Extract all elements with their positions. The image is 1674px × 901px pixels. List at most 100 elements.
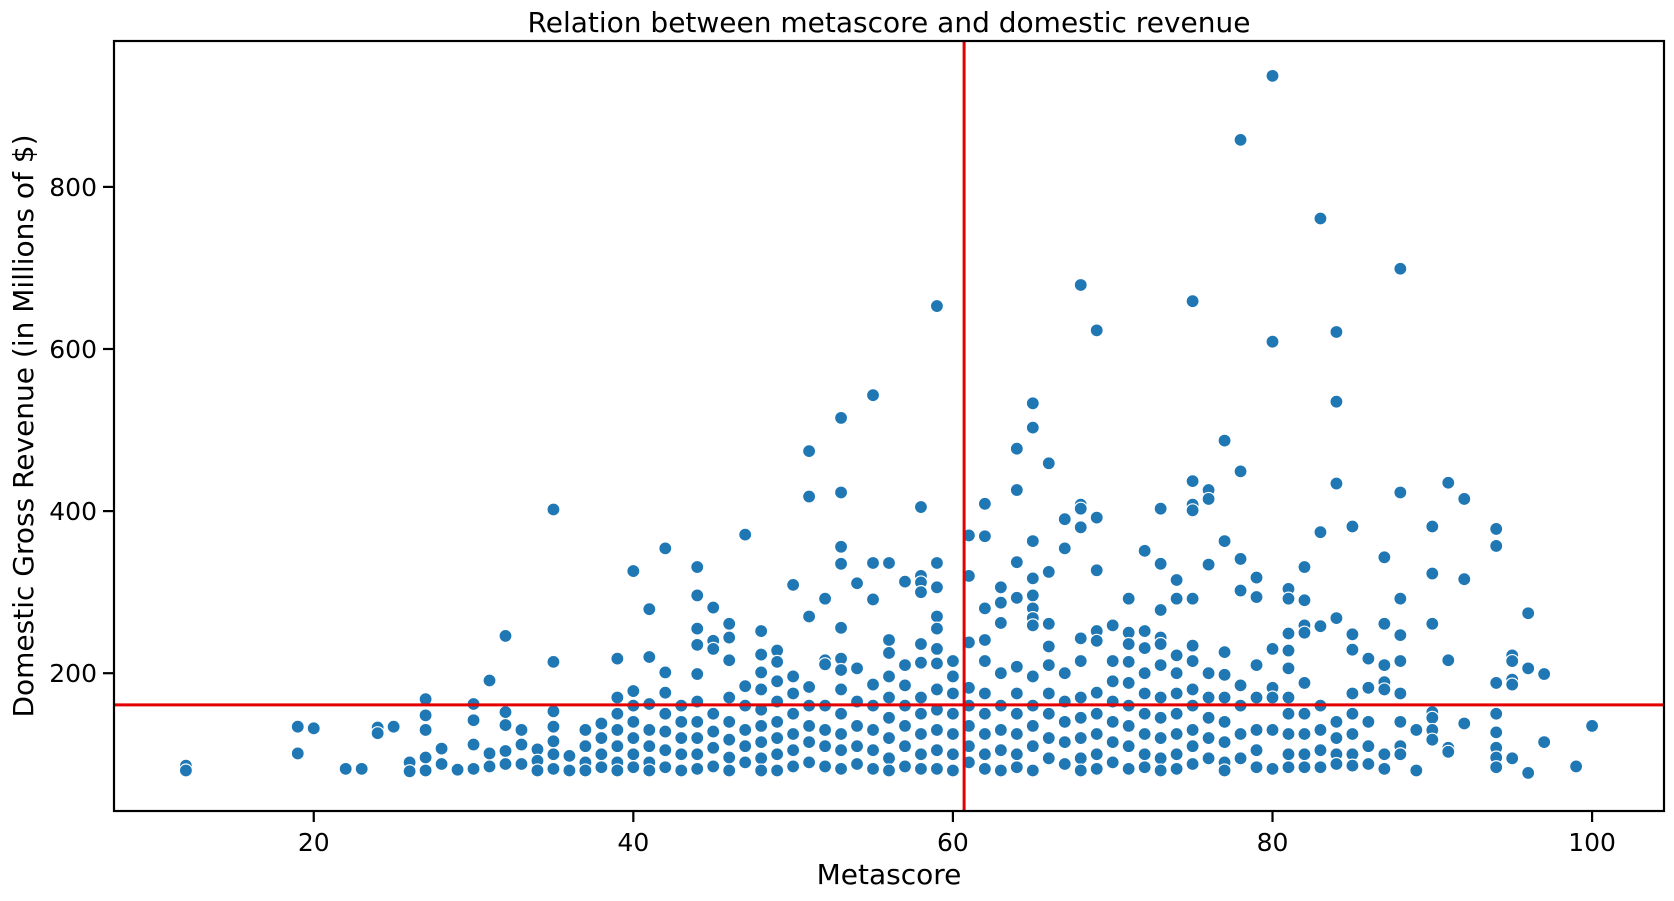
data-point (1105, 714, 1120, 729)
data-point (1393, 747, 1408, 762)
data-point (1233, 551, 1248, 567)
data-point (626, 714, 641, 729)
data-point (610, 690, 625, 705)
data-point (754, 751, 769, 766)
data-point (865, 555, 881, 571)
data-point (1185, 638, 1200, 653)
data-point (498, 717, 513, 733)
data-point (977, 496, 992, 511)
data-point (738, 755, 753, 770)
data-point (1537, 666, 1552, 682)
data-point (1249, 722, 1264, 738)
data-point (546, 654, 561, 669)
data-point (1185, 294, 1200, 309)
data-point (674, 763, 689, 778)
data-point (833, 556, 849, 571)
data-point (1329, 394, 1344, 409)
data-point (418, 763, 433, 778)
data-point (642, 739, 657, 754)
x-tick-label: 20 (298, 828, 330, 857)
data-point (722, 653, 737, 668)
data-point (1201, 491, 1216, 507)
data-point (1153, 690, 1168, 705)
data-point (1121, 675, 1136, 691)
data-point (434, 741, 449, 756)
data-point (1297, 760, 1312, 775)
data-point (833, 662, 849, 678)
data-point (1361, 739, 1376, 754)
data-point (610, 706, 625, 721)
data-point (754, 718, 769, 733)
data-point (929, 298, 945, 314)
data-point (658, 760, 673, 775)
data-point (897, 759, 913, 774)
data-point (1377, 616, 1392, 631)
data-point (1265, 761, 1280, 776)
data-point (977, 529, 992, 544)
data-point (1249, 570, 1264, 585)
data-point (1505, 751, 1520, 766)
data-point (466, 737, 481, 752)
data-point (881, 763, 897, 778)
data-point (1025, 396, 1040, 411)
data-point (1057, 512, 1072, 527)
data-point (1073, 653, 1088, 669)
data-point (1073, 730, 1088, 746)
data-point (1393, 653, 1408, 669)
data-point (1441, 744, 1456, 759)
data-point (1041, 658, 1056, 673)
data-point (498, 756, 513, 772)
data-point (913, 761, 929, 776)
data-point (1009, 706, 1024, 721)
data-point (1265, 68, 1280, 83)
data-point (833, 539, 849, 554)
data-point (1073, 751, 1088, 766)
data-point (770, 654, 785, 669)
data-point (1137, 686, 1152, 701)
data-point (722, 732, 737, 747)
data-point (1249, 743, 1264, 758)
data-point (1233, 726, 1248, 742)
data-point (1089, 323, 1104, 338)
data-point (1105, 618, 1120, 633)
data-point (1361, 651, 1376, 666)
data-point (913, 585, 929, 600)
data-point (626, 730, 641, 746)
data-point (1153, 730, 1168, 746)
data-point (1217, 690, 1232, 705)
data-point (802, 735, 817, 750)
data-point (498, 743, 513, 759)
data-point (961, 739, 976, 754)
data-point (610, 722, 625, 738)
data-point (434, 756, 449, 772)
data-point (865, 677, 881, 692)
data-point (993, 580, 1008, 595)
data-point (1137, 640, 1152, 656)
data-point (865, 388, 881, 403)
data-point (833, 620, 849, 635)
data-point (1009, 482, 1024, 498)
data-point (706, 759, 721, 774)
data-point (1569, 759, 1584, 774)
data-point (1121, 739, 1136, 754)
data-point (945, 726, 961, 742)
data-point (1137, 623, 1152, 639)
data-point (1121, 761, 1136, 776)
data-point (482, 759, 497, 774)
data-point (1345, 627, 1360, 642)
data-point (1217, 714, 1232, 729)
data-point (1457, 716, 1472, 731)
data-point (1425, 566, 1440, 581)
data-point (1393, 591, 1408, 606)
data-point (690, 588, 705, 603)
data-point (498, 705, 513, 720)
data-point (1201, 730, 1216, 746)
data-point (1185, 682, 1200, 697)
data-point (1377, 747, 1392, 762)
data-point (977, 706, 992, 721)
data-point (706, 724, 721, 739)
data-point (1217, 763, 1232, 778)
data-point (1057, 541, 1072, 556)
data-point (690, 637, 705, 652)
data-point (546, 761, 561, 776)
